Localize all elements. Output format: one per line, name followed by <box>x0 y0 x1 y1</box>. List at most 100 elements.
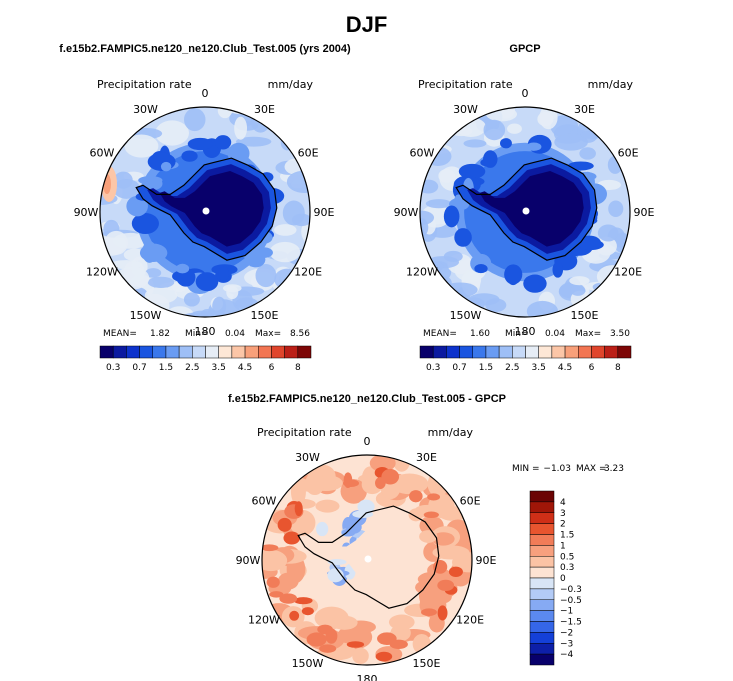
colorbar-swatch <box>591 345 605 359</box>
lon-label: 30W <box>133 103 158 116</box>
colorbar-swatch <box>126 345 140 359</box>
map-field <box>100 107 310 317</box>
contour-patch <box>352 647 369 664</box>
contour-patch <box>608 200 624 217</box>
contour-patch <box>427 493 441 501</box>
contour-patch <box>254 247 273 258</box>
lon-label: 90W <box>236 554 261 567</box>
map-border <box>261 454 473 666</box>
stat-max-value: 3.23 <box>604 464 624 474</box>
lon-label: 120E <box>294 266 322 279</box>
colorbar-tick-label: −1 <box>560 607 573 617</box>
colorbar-tick-label: 8 <box>295 363 301 373</box>
colorbar-tick-label: 1.5 <box>159 363 173 373</box>
contour-patch <box>421 608 437 617</box>
stat-min-value: 0.04 <box>225 329 245 339</box>
colorbar-tick-label: 3.5 <box>212 363 226 373</box>
colorbar-tick-label: 0.3 <box>426 363 440 373</box>
lon-label: 30W <box>453 103 478 116</box>
contour-patch <box>187 137 213 151</box>
contour-patch <box>345 520 362 534</box>
contour-patch <box>235 297 258 309</box>
colorbar-tick-label: 0.7 <box>452 363 466 373</box>
contour-patch <box>480 158 496 167</box>
map-panel-2: GPCP Precipitation rate mm/day 0 30E 60E 90E 12… <box>394 43 655 373</box>
contour-patch <box>423 511 439 519</box>
colorbar-swatch <box>529 653 555 666</box>
contour-patch <box>567 161 594 171</box>
map-panel-1: f.e15b2.FAMPIC5.ne120_ne120.Club_Test.00… <box>59 43 351 373</box>
contour-patch <box>592 282 615 292</box>
colorbar-tick-label: 2.5 <box>185 363 199 373</box>
contour-patch <box>552 261 564 278</box>
lon-label: 60W <box>90 147 115 160</box>
lon-label: 180 <box>195 325 216 338</box>
colorbar-swatch <box>529 490 555 503</box>
contour-patch <box>315 499 340 513</box>
colorbar-swatch <box>578 345 592 359</box>
lon-label: 0 <box>364 435 371 448</box>
lon-label: 90W <box>74 206 99 219</box>
colorbar-swatch <box>192 345 206 359</box>
contour-patch <box>381 468 400 485</box>
colorbar-swatch <box>459 345 473 359</box>
pole-marker <box>364 555 372 563</box>
colorbar-tick-label: 4.5 <box>238 363 252 373</box>
contour-patch <box>262 549 288 572</box>
colorbar-swatch <box>99 345 114 359</box>
contour-patch <box>409 490 423 503</box>
contour-patch <box>124 134 159 158</box>
colorbar-tick-label: 4.5 <box>558 363 572 373</box>
contour-patch <box>147 276 175 288</box>
contour-patch <box>183 292 200 307</box>
contour-patch <box>145 268 162 278</box>
lon-label: 60E <box>298 147 319 160</box>
colorbar-swatch <box>498 345 513 359</box>
colorbar-swatch <box>529 632 555 644</box>
contour-patch <box>155 120 189 146</box>
colorbar-swatch <box>258 345 272 359</box>
colorbar-swatch <box>529 577 555 590</box>
contour-patch <box>214 135 232 150</box>
contour-patch <box>425 199 452 209</box>
contour-patch <box>526 300 559 317</box>
coastline <box>297 505 440 609</box>
lon-label: 150W <box>292 657 324 670</box>
stat-max-value: 8.56 <box>290 329 310 339</box>
colorbar-swatch <box>529 501 555 513</box>
contour-patch <box>537 111 554 127</box>
contour-patch <box>389 639 408 650</box>
colorbar-swatch <box>165 345 180 359</box>
colorbar-tick-label: 2 <box>560 520 566 530</box>
colorbar-tick-label: 8 <box>615 363 621 373</box>
variable-label: Precipitation rate <box>418 78 513 91</box>
lon-label: 150E <box>413 657 441 670</box>
colorbar-tick-label: −4 <box>560 650 574 660</box>
lon-label: 120W <box>406 266 438 279</box>
contour-patch <box>289 610 300 621</box>
lon-label: 90W <box>394 206 419 219</box>
colorbar-swatch <box>617 345 632 359</box>
pole-marker <box>202 207 210 215</box>
colorbar-tick-label: 4 <box>560 498 566 508</box>
colorbar-swatch <box>152 345 167 359</box>
lon-label: 120E <box>456 614 484 627</box>
colorbar-swatch <box>525 345 539 359</box>
colorbar-swatch <box>529 566 555 579</box>
stat-mean-label: MEAN= <box>103 329 137 339</box>
map-field <box>420 107 630 317</box>
colorbar-tick-label: −3 <box>560 639 573 649</box>
stat-mean-value: 1.82 <box>150 329 170 339</box>
contour-patch <box>104 230 129 255</box>
colorbar-swatch <box>512 345 526 359</box>
continent-fill <box>479 171 584 247</box>
colorbar-swatch <box>529 621 555 633</box>
colorbar-swatch <box>564 345 579 359</box>
contour-patch <box>388 614 415 630</box>
lon-label: 60E <box>460 495 481 508</box>
colorbar-swatch <box>538 345 553 359</box>
panel-title: f.e15b2.FAMPIC5.ne120_ne120.Club_Test.00… <box>59 43 351 55</box>
contour-patch <box>266 576 280 588</box>
coastline <box>455 157 598 261</box>
